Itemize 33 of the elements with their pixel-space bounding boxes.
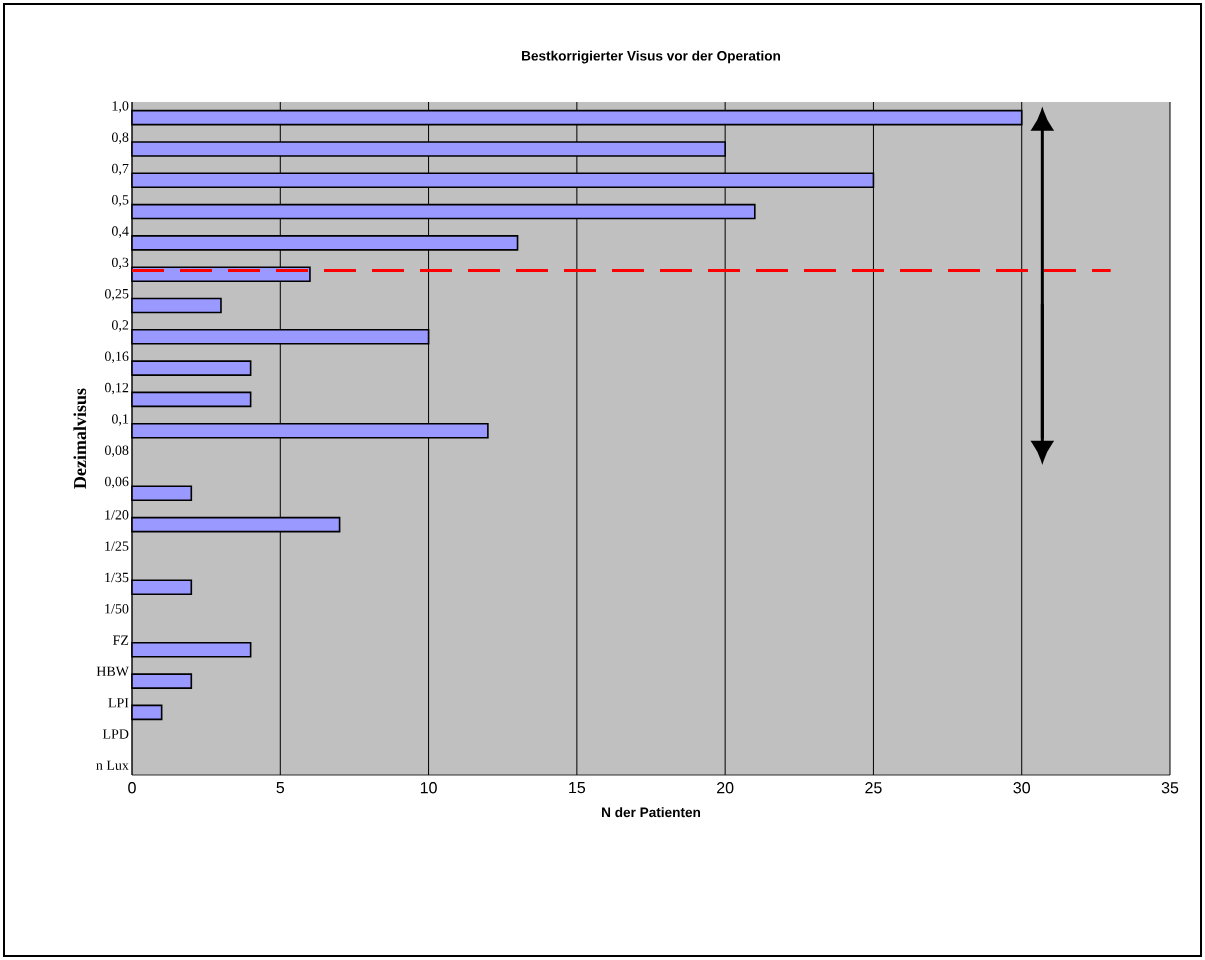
y-tick-label: 0,3 [111,257,129,270]
x-tick-label: 35 [1161,782,1179,794]
y-tick-label: 0,8 [111,132,129,144]
x-tick-label: 15 [569,782,586,794]
x-axis-title: N der Patienten [602,807,701,818]
y-tick-label: 0,1 [111,414,129,426]
x-tick-label: 20 [717,782,734,794]
y-tick-label: 1/20 [105,510,129,520]
y-tick-label: 0,16 [104,351,129,364]
y-tick-label: FZ [113,635,129,645]
x-tick-label: 30 [1013,782,1030,794]
x-tick-label: 5 [276,782,285,794]
y-tick-label: 0,06 [104,476,129,489]
chart-title: Bestkorrigierter Visus vor der Operation [522,50,781,64]
y-tick-label: 1/35 [105,572,129,583]
x-tick-label: 10 [420,782,437,794]
y-tick-label: 0,08 [104,445,129,457]
y-tick-label: 0,7 [111,163,129,176]
y-tick-label: 0,12 [104,382,129,395]
y-tick-label: HBW [96,666,129,677]
y-tick-label: 0,2 [111,320,129,332]
x-tick-label: 0 [128,782,136,794]
y-tick-label: LPD [102,729,129,739]
y-tick-label: n Lux [96,760,129,770]
y-tick-label: 1/50 [105,603,129,614]
x-tick-label: 25 [865,782,882,794]
y-tick-label: 1/25 [105,541,129,551]
y-tick-label: 0,4 [111,226,129,238]
y-tick-label: LPI [108,698,129,708]
y-tick-label: 1,0 [112,101,129,113]
y-tick-label: 0,5 [111,195,129,207]
y-axis-title: Dezimalvisus [73,388,87,489]
y-tick-label: 0,25 [104,288,129,301]
